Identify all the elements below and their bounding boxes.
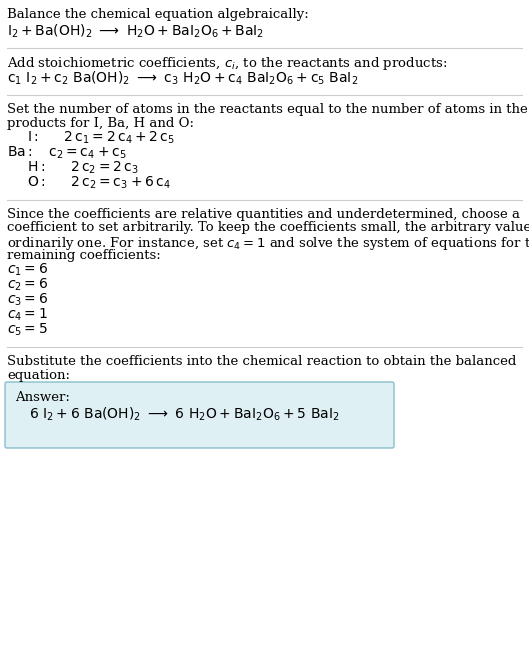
Text: $c_5 = 5$: $c_5 = 5$ <box>7 322 48 338</box>
Text: $c_2 = 6$: $c_2 = 6$ <box>7 277 48 293</box>
FancyBboxPatch shape <box>5 382 394 448</box>
Text: $\mathrm{Ba:\quad c_2 = c_4 + c_5}$: $\mathrm{Ba:\quad c_2 = c_4 + c_5}$ <box>7 145 126 161</box>
Text: Since the coefficients are relative quantities and underdetermined, choose a: Since the coefficients are relative quan… <box>7 208 520 221</box>
Text: remaining coefficients:: remaining coefficients: <box>7 248 161 261</box>
Text: products for I, Ba, H and O:: products for I, Ba, H and O: <box>7 116 194 129</box>
Text: $\mathrm{H:\quad\ \ 2\,c_2 = 2\,c_3}$: $\mathrm{H:\quad\ \ 2\,c_2 = 2\,c_3}$ <box>27 160 139 177</box>
Text: Answer:: Answer: <box>15 391 70 404</box>
Text: $c_3 = 6$: $c_3 = 6$ <box>7 292 48 309</box>
Text: Substitute the coefficients into the chemical reaction to obtain the balanced: Substitute the coefficients into the che… <box>7 355 516 368</box>
Text: $\mathrm{O:\quad\ \ 2\,c_2 = c_3 + 6\,c_4}$: $\mathrm{O:\quad\ \ 2\,c_2 = c_3 + 6\,c_… <box>27 175 171 192</box>
Text: $\mathrm{c_1\ I_2 + c_2\ Ba(OH)_2 \ \longrightarrow \ c_3\ H_2O + c_4\ BaI_2O_6 : $\mathrm{c_1\ I_2 + c_2\ Ba(OH)_2 \ \lon… <box>7 70 359 87</box>
Text: equation:: equation: <box>7 369 70 382</box>
Text: Balance the chemical equation algebraically:: Balance the chemical equation algebraica… <box>7 8 309 21</box>
Text: $c_1 = 6$: $c_1 = 6$ <box>7 262 48 278</box>
Text: $c_4 = 1$: $c_4 = 1$ <box>7 307 48 324</box>
Text: $\mathrm{6\ I_2 + 6\ Ba(OH)_2 \ \longrightarrow \ 6\ H_2O + BaI_2O_6 + 5\ BaI_2}: $\mathrm{6\ I_2 + 6\ Ba(OH)_2 \ \longrig… <box>29 406 340 423</box>
Text: Set the number of atoms in the reactants equal to the number of atoms in the: Set the number of atoms in the reactants… <box>7 103 528 116</box>
Text: coefficient to set arbitrarily. To keep the coefficients small, the arbitrary va: coefficient to set arbitrarily. To keep … <box>7 221 529 234</box>
Text: Add stoichiometric coefficients, $c_i$, to the reactants and products:: Add stoichiometric coefficients, $c_i$, … <box>7 56 448 72</box>
Text: $\mathrm{I:\quad\ \ 2\,c_1 = 2\,c_4 + 2\,c_5}$: $\mathrm{I:\quad\ \ 2\,c_1 = 2\,c_4 + 2\… <box>27 130 175 146</box>
Text: ordinarily one. For instance, set $c_4 = 1$ and solve the system of equations fo: ordinarily one. For instance, set $c_4 =… <box>7 235 529 252</box>
Text: $\mathrm{I_2 + Ba(OH)_2 \ \longrightarrow \ H_2O + BaI_2O_6 + BaI_2}$: $\mathrm{I_2 + Ba(OH)_2 \ \longrightarro… <box>7 23 264 40</box>
